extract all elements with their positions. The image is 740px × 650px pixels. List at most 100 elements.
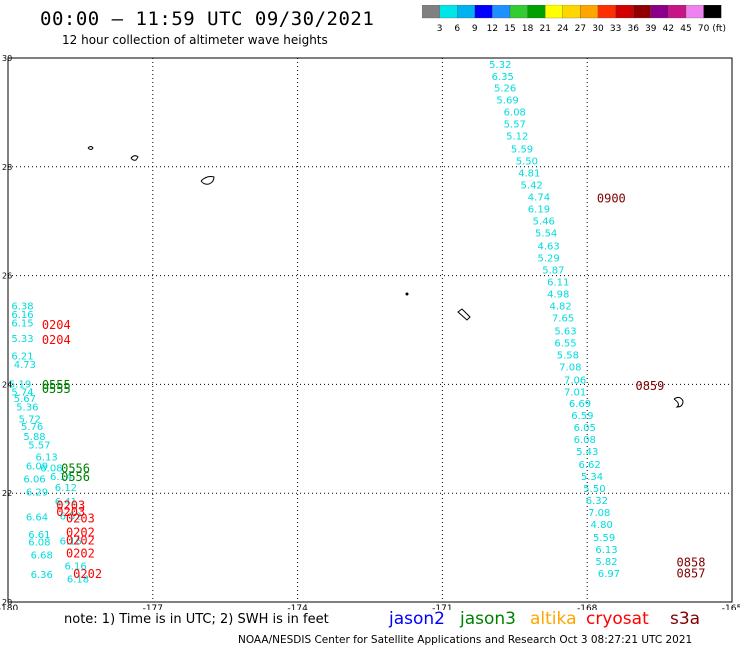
x-tick-label: -180 [0,604,18,610]
wave-height-value: 5.76 [21,422,43,433]
wave-height-value: 4.82 [550,301,572,312]
pass-time-label: 0556 [61,462,90,476]
colorbar-label: 12 [487,24,498,33]
pass-time-label: 0202 [66,546,95,560]
pass-time-label: 0203 [56,505,85,519]
wave-height-value: 6.62 [578,460,600,471]
wave-height-value: 5.29 [537,253,559,264]
wave-height-value: 6.16 [64,561,86,572]
wave-height-value: 5.34 [581,472,603,483]
wave-height-value: 5.19 [9,380,31,391]
legend-jason2: jason2 [389,609,445,629]
wave-height-value: 5.32 [489,60,511,71]
wave-height-value: 4.74 [528,193,550,204]
pass-time-label: 0204 [42,333,71,347]
wave-height-value: 5.69 [496,96,518,107]
wave-height-value: 6.12 [55,483,77,494]
colorbar-swatch [703,5,722,19]
wave-height-value: 6.18 [67,574,89,585]
wave-height-value: 5.74 [11,387,33,398]
pass-time-label: 0858 [677,556,706,570]
x-tick-label: -168 [577,604,598,610]
pass-time-label: 0203 [66,512,95,526]
wave-height-value: 5.59 [511,145,533,156]
pass-time-label: 0859 [635,379,664,393]
grid-lines [7,57,733,603]
wave-height-value: 6.59 [571,411,593,422]
island-outline [200,176,215,185]
wave-height-value: 5.26 [494,84,516,95]
wave-height-value: 5.58 [557,350,579,361]
colorbar-unit: (ft) [712,24,726,33]
pass-time-label: 0556 [61,470,90,484]
wave-height-value: 6.08 [504,108,526,119]
colorbar-label: 21 [539,24,550,33]
pass-time-label: 0202 [66,533,95,547]
wave-height-value: 5.12 [506,132,528,143]
wave-height-value: 6.68 [31,550,53,561]
wave-height-map: 5.326.355.265.696.085.575.125.595.504.81… [0,54,740,610]
wave-height-value: 6.21 [11,351,33,362]
x-tick-label: -174 [287,604,308,610]
wave-height-value: 6.06 [23,474,45,485]
colorbar-label: 6 [454,24,460,33]
colorbar-label: 27 [575,24,586,33]
wave-height-value: 6.08 [40,463,62,474]
colorbar-label: 30 [592,24,604,33]
colorbar-label: 36 [627,24,639,33]
wave-height-value: 6.19 [528,204,550,215]
y-tick-label: 28 [2,163,12,172]
wave-height-value: 6.09 [26,461,48,472]
wave-height-value: 4.80 [591,520,613,531]
wave-height-value: 6.55 [554,338,576,349]
wave-height-value: 6.11 [547,277,569,288]
wave-height-value: 6.08 [28,537,50,548]
y-tick-label: 26 [2,272,12,281]
observation-labels: 5.326.355.265.696.085.575.125.595.504.81… [9,60,705,586]
colorbar-label: 70 [698,24,710,33]
wave-height-value: 4.98 [547,289,569,300]
pass-time-label: 0857 [677,567,706,581]
wave-height-value: 5.50 [516,157,538,168]
colorbar-label: 33 [610,24,621,33]
pass-time-label: 0203 [56,499,85,513]
wave-height-value: 4.63 [537,241,559,252]
pass-time-label: 0204 [42,318,71,332]
wave-height-value: 6.35 [492,72,514,83]
wave-height-value: 5.36 [16,403,38,414]
wave-height-value: 5.63 [554,326,576,337]
colorbar-label: 42 [663,24,674,33]
wave-height-value: 6.97 [598,569,620,580]
wave-height-value: 6.05 [574,423,596,434]
chart-subtitle: 12 hour collection of altimeter wave hei… [62,33,328,47]
y-tick-label: 22 [2,489,12,498]
island-outline [87,146,94,150]
y-tick-label: 24 [2,380,12,389]
wave-height-value: 7.01 [564,387,586,398]
x-tick-label: -165 [722,604,740,610]
wave-height-value: 4.73 [14,360,36,371]
colorbar-label: 15 [504,24,515,33]
wave-height-value: 5.67 [14,394,36,405]
wave-height-value: 5.59 [593,533,615,544]
chart-title: 00:00 – 11:59 UTC 09/30/2021 [40,8,375,30]
legend-row: note: 1) Time is in UTC; 2) SWH is in fe… [64,609,740,631]
wave-height-value: 6.08 [574,435,596,446]
colorbar-label: 18 [522,24,534,33]
wave-height-value: 6.69 [569,399,591,410]
legend-cryosat: cryosat [586,609,649,629]
color-scale-legend: 3 6 9 12 15 18 21 24 27 30 33 36 39 42 45 70 (ft) [422,5,726,33]
pass-time-label: 0202 [66,526,95,540]
pass-time-label: 0555 [42,382,71,396]
wave-height-value: 5.54 [535,228,557,239]
pass-time-label: 0900 [597,192,626,206]
wave-height-value: 6.64 [26,512,48,523]
wave-height-value: 7.08 [588,508,610,519]
pass-time-label: 0555 [42,378,71,392]
y-tick-label: 20 [2,598,12,607]
x-tick-label: -171 [432,604,452,610]
colorbar-label: 45 [680,24,691,33]
plot-frame [7,57,733,603]
legend-altika: altika [530,609,577,629]
y-tick-label: 30 [2,54,12,63]
